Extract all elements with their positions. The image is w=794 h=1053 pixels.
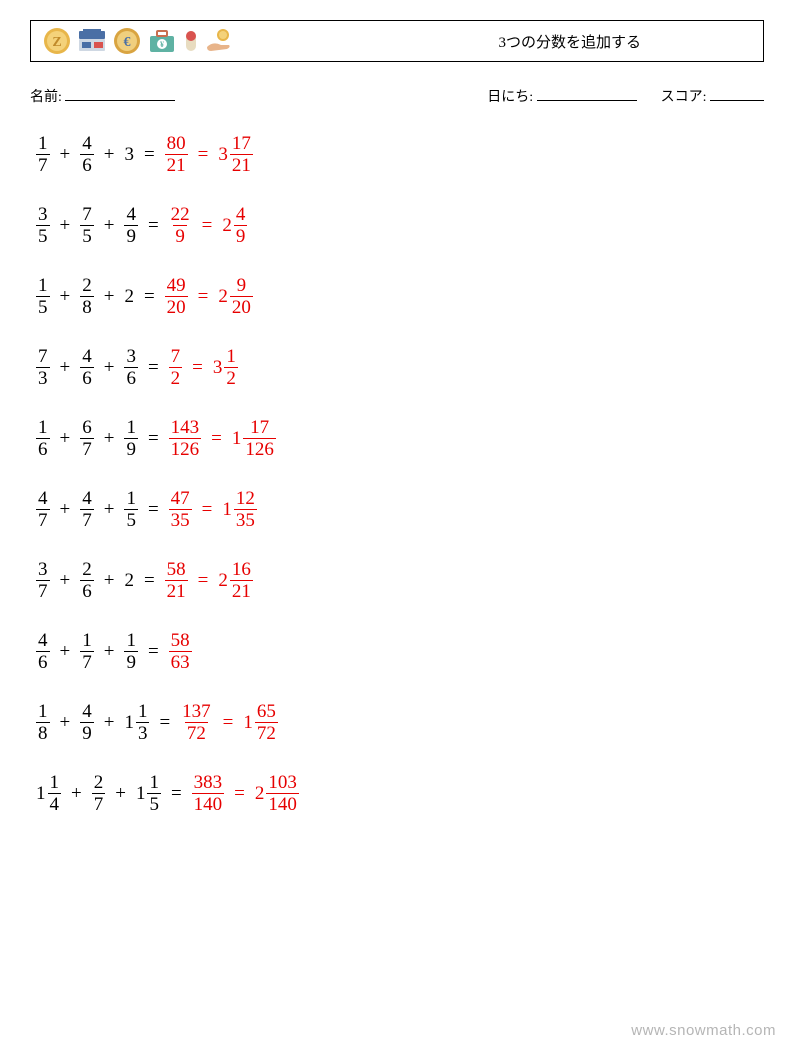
header-icons: Z € ¥ <box>43 27 233 55</box>
name-blank <box>65 87 175 101</box>
svg-text:¥: ¥ <box>160 40 164 49</box>
card-reader-icon <box>77 27 107 55</box>
hand-coin-icon <box>205 27 233 55</box>
meta-row: 名前: 日にち: スコア: <box>30 86 764 106</box>
problem-row: 16+67+19=143126=117126 <box>36 418 764 459</box>
score-blank <box>710 87 764 101</box>
problem-row: 47+47+15=4735=11235 <box>36 489 764 530</box>
answer: 229=249 <box>169 205 248 246</box>
worksheet-title: 3つの分数を追加する <box>498 31 641 52</box>
svg-text:Z: Z <box>52 35 61 50</box>
problem-row: 73+46+36=72=312 <box>36 347 764 388</box>
euro-coin-icon: € <box>113 27 141 55</box>
problem-row: 114+27+115=383140=2103140 <box>36 773 764 814</box>
answer: 13772=16572 <box>180 702 278 743</box>
problem-row: 35+75+49=229=249 <box>36 205 764 246</box>
date-blank <box>537 87 637 101</box>
problem-row: 18+49+113=13772=16572 <box>36 702 764 743</box>
score-label: スコア: <box>661 90 707 105</box>
svg-text:€: € <box>124 35 131 50</box>
problem-row: 46+17+19=5863 <box>36 631 764 672</box>
problem-row: 37+26+2=5821=21621 <box>36 560 764 601</box>
answer: 8021=31721 <box>165 134 253 175</box>
answer: 5821=21621 <box>165 560 253 601</box>
header-box: Z € ¥ <box>30 20 764 62</box>
date-label: 日にち: <box>487 90 533 105</box>
answer: 4920=2920 <box>165 276 253 317</box>
answer: 383140=2103140 <box>192 773 299 814</box>
briefcase-icon: ¥ <box>147 27 177 55</box>
answer: 5863 <box>169 631 192 672</box>
problems-list: 17+46+3=8021=31721 35+75+49=229=249 15+28+… <box>30 134 764 814</box>
answer: 143126=117126 <box>169 418 276 459</box>
name-label: 名前: <box>30 90 62 105</box>
problem-row: 15+28+2=4920=2920 <box>36 276 764 317</box>
problem-row: 17+46+3=8021=31721 <box>36 134 764 175</box>
answer: 72=312 <box>169 347 238 388</box>
watermark: www.snowmath.com <box>631 1022 776 1039</box>
coin-z-icon: Z <box>43 27 71 55</box>
answer: 4735=11235 <box>169 489 257 530</box>
pill-icon <box>183 27 199 55</box>
